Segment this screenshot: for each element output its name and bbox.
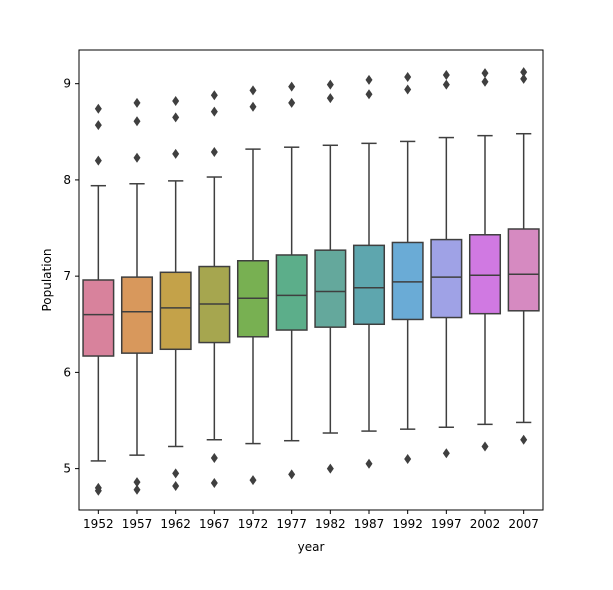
box-group — [430, 70, 463, 459]
box-iqr — [468, 234, 502, 315]
x-tick-label: 1977 — [276, 517, 307, 531]
box-group — [391, 71, 424, 464]
outlier-point — [481, 76, 489, 87]
outlier-point — [326, 463, 334, 474]
outlier-point — [326, 79, 334, 90]
y-tick-label: 5 — [63, 462, 71, 476]
y-tick-label: 7 — [63, 269, 71, 283]
plot-area — [82, 67, 540, 496]
box-group — [507, 67, 540, 445]
outlier-point — [520, 434, 528, 445]
outlier-point — [365, 74, 373, 85]
outlier-point — [249, 101, 257, 112]
x-axis-label: year — [298, 540, 325, 554]
y-tick-label: 8 — [63, 173, 71, 187]
outlier-point — [172, 112, 180, 123]
outlier-point — [172, 468, 180, 479]
outlier-point — [249, 85, 257, 96]
x-tick-label: 1967 — [199, 517, 230, 531]
box-iqr — [391, 241, 424, 321]
outlier-point — [172, 148, 180, 159]
outlier-point — [210, 147, 218, 158]
outlier-point — [404, 84, 412, 95]
axis-ticks: 1952 1957 1962 1967 1972 1977 1982 1987 1992 1997… — [63, 77, 539, 531]
box-iqr — [314, 249, 347, 328]
outlier-point — [481, 68, 489, 79]
x-tick-label: 1962 — [160, 517, 191, 531]
x-tick-label: 1997 — [431, 517, 462, 531]
box-iqr — [159, 271, 192, 351]
outlier-point — [288, 469, 296, 480]
box-group — [120, 97, 154, 495]
outlier-point — [365, 89, 373, 100]
outlier-point — [133, 484, 141, 495]
x-tick-label: 1987 — [354, 517, 385, 531]
box-group — [198, 90, 231, 489]
outlier-point — [133, 477, 141, 488]
outlier-point — [94, 155, 102, 166]
outlier-point — [249, 475, 257, 486]
outlier-point — [442, 79, 450, 90]
box-group — [82, 103, 115, 496]
outlier-point — [133, 116, 141, 127]
y-tick-label: 9 — [63, 77, 71, 91]
y-axis-label: Population — [40, 248, 54, 311]
box-group — [159, 96, 192, 491]
x-tick-label: 1992 — [392, 517, 423, 531]
outlier-point — [404, 71, 412, 82]
outlier-point — [210, 453, 218, 464]
x-tick-label: 1972 — [238, 517, 269, 531]
plot-frame — [78, 49, 544, 511]
box-iqr — [120, 276, 154, 354]
box-iqr — [275, 254, 308, 331]
outlier-point — [288, 97, 296, 108]
box-group — [275, 81, 308, 480]
x-tick-label: 2002 — [470, 517, 501, 531]
box-group — [314, 79, 347, 474]
box-iqr — [352, 244, 386, 326]
y-tick-label: 6 — [63, 365, 71, 379]
outlier-point — [133, 152, 141, 163]
outlier-point — [442, 448, 450, 459]
box-iqr — [430, 238, 463, 319]
outlier-point — [210, 478, 218, 489]
outlier-point — [520, 73, 528, 84]
outlier-point — [94, 120, 102, 131]
outlier-point — [288, 81, 296, 92]
box-group — [352, 74, 386, 469]
x-tick-label: 1982 — [315, 517, 346, 531]
outlier-point — [481, 441, 489, 452]
x-tick-label: 1952 — [83, 517, 114, 531]
box-iqr — [82, 279, 115, 357]
outlier-point — [94, 485, 102, 496]
x-tick-label: 1957 — [122, 517, 153, 531]
outlier-point — [520, 67, 528, 78]
outlier-point — [133, 97, 141, 108]
outlier-point — [404, 453, 412, 464]
outlier-point — [172, 96, 180, 107]
box-group — [468, 68, 502, 452]
box-iqr — [507, 228, 540, 312]
outlier-point — [210, 106, 218, 117]
outlier-point — [172, 480, 180, 491]
outlier-point — [326, 93, 334, 104]
x-tick-label: 2007 — [508, 517, 539, 531]
outlier-point — [94, 103, 102, 114]
outlier-point — [365, 458, 373, 469]
outlier-point — [210, 90, 218, 101]
outlier-point — [442, 70, 450, 81]
box-group — [236, 85, 270, 486]
